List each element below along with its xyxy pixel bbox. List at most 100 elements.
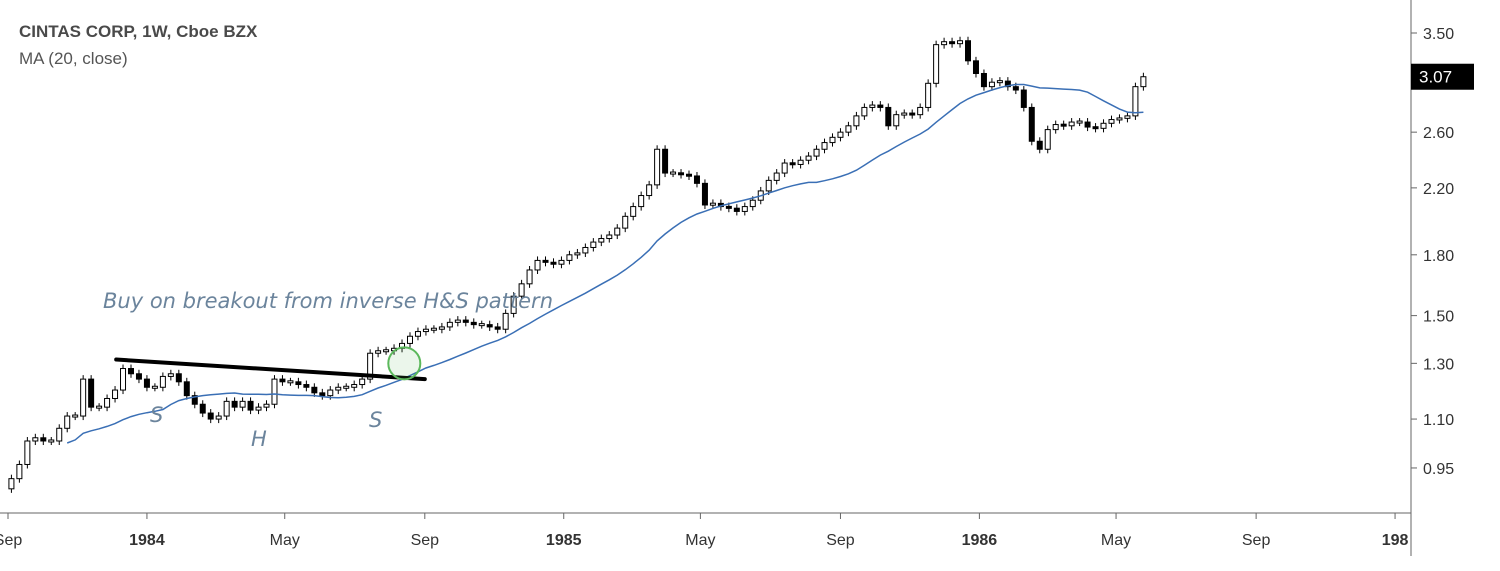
x-tick-label: May — [270, 532, 300, 549]
candle-body — [582, 246, 589, 254]
candle-body — [909, 112, 916, 116]
candle-body — [1132, 86, 1139, 117]
candle-body — [414, 331, 421, 337]
candle-body — [56, 427, 63, 442]
candle-body — [654, 148, 661, 186]
candle-body — [64, 415, 71, 429]
candle-body — [741, 206, 748, 212]
candle-body — [558, 259, 565, 265]
candle-body — [709, 202, 716, 206]
x-tick-label: 1984 — [129, 532, 165, 549]
y-tick-label: 2.20 — [1423, 181, 1454, 198]
right-shoulder-label: S — [369, 408, 382, 432]
candle-body — [96, 405, 103, 409]
candle-body — [367, 352, 374, 380]
candle-body — [821, 142, 828, 150]
candle-body — [88, 378, 95, 408]
candle-body — [1108, 119, 1115, 124]
candle-body — [1044, 129, 1051, 150]
candle-body — [263, 403, 270, 408]
y-tick-label: 3.50 — [1423, 26, 1454, 43]
candle-body — [622, 215, 629, 229]
candle-body — [1060, 123, 1067, 127]
candle-body — [24, 440, 31, 465]
candle-body — [406, 335, 413, 344]
candle-body — [869, 104, 876, 108]
neckline-trendline — [114, 357, 427, 382]
candle-body — [805, 155, 812, 161]
candle-body — [526, 269, 533, 285]
candle-body — [80, 378, 87, 417]
candle-body — [917, 106, 924, 116]
head-label: H — [251, 427, 267, 451]
annotation-text: Buy on breakout from inverse H&S pattern — [103, 289, 553, 313]
candle-body — [239, 400, 246, 408]
candle-body — [335, 386, 342, 391]
candle-body — [957, 40, 964, 45]
candle-body — [662, 148, 669, 174]
candle-body — [462, 319, 469, 323]
candle-body — [614, 227, 621, 236]
candle-body — [295, 381, 302, 386]
candle-body — [590, 241, 597, 248]
y-tick-label: 1.50 — [1423, 309, 1454, 326]
candle-body — [813, 148, 820, 157]
candle-body — [112, 389, 119, 399]
candle-body — [837, 131, 844, 138]
candle-body — [853, 115, 860, 127]
x-tick-label: 1985 — [546, 532, 582, 549]
ma-line — [66, 83, 1144, 444]
candle-body — [518, 283, 525, 297]
candle-body — [1068, 121, 1075, 127]
candle-body — [454, 319, 461, 323]
candle-body — [279, 378, 286, 383]
candle-body — [383, 349, 390, 353]
candle-body — [470, 321, 477, 326]
candle-body — [725, 205, 732, 209]
x-tick-label: 1986 — [962, 532, 998, 549]
candle-body — [646, 184, 653, 197]
candle-body — [215, 415, 222, 420]
candle-body — [1020, 89, 1027, 108]
candle-body — [1116, 117, 1123, 121]
candle-body — [773, 172, 780, 181]
candle-body — [701, 182, 708, 206]
candle-body — [446, 321, 453, 328]
candle-body — [765, 179, 772, 192]
candle-body — [1036, 140, 1043, 150]
candle-body — [494, 326, 501, 330]
candle-body — [510, 295, 517, 314]
candle-body — [534, 259, 541, 271]
candle-body — [1100, 122, 1107, 129]
candle-body — [749, 199, 756, 208]
candle-body — [598, 238, 605, 243]
candle-body — [1004, 80, 1011, 88]
last-price-label: 3.07 — [1419, 68, 1452, 87]
candle-body — [829, 136, 836, 144]
candle-body — [965, 40, 972, 62]
candle-body — [638, 195, 645, 208]
left-shoulder-label: S — [150, 403, 163, 427]
candle-body — [48, 439, 55, 443]
candle-body — [1076, 120, 1083, 124]
candle-body — [797, 159, 804, 165]
x-tick-label: Sep — [0, 532, 22, 549]
candle-body — [223, 400, 230, 417]
candle-body — [135, 373, 142, 380]
candle-body — [175, 373, 182, 383]
last-price-box — [1411, 63, 1474, 90]
candle-body — [1140, 76, 1147, 88]
candle-body — [207, 412, 214, 420]
x-tick-label: May — [1101, 532, 1131, 549]
candle-body — [733, 207, 740, 212]
candle-body — [678, 172, 685, 176]
candle-body — [430, 327, 437, 331]
candle-body — [1012, 86, 1019, 91]
x-tick-label: 198 — [1382, 532, 1409, 549]
candle-body — [550, 261, 557, 265]
candle-body — [693, 175, 700, 184]
candle-body — [893, 114, 900, 127]
candle-body — [343, 385, 350, 389]
candle-body — [271, 378, 278, 405]
